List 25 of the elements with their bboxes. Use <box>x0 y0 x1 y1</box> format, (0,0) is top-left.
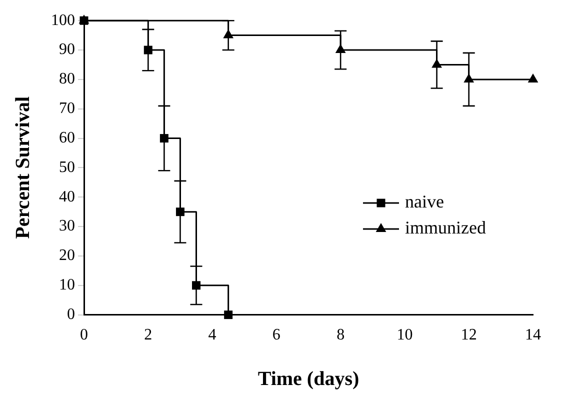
y-tick-label: 100 <box>51 12 75 29</box>
x-axis-title: Time (days) <box>258 368 360 390</box>
point <box>528 73 538 82</box>
y-tick-label: 20 <box>59 247 75 264</box>
x-tick-label: 12 <box>460 326 477 344</box>
y-axis-title: Percent Survival <box>12 96 34 239</box>
y-tick-label: 10 <box>59 276 75 294</box>
y-tick-label: 90 <box>59 41 75 58</box>
y-tick-label: 50 <box>59 158 75 176</box>
x-tick-label: 14 <box>525 326 541 344</box>
x-tick-label: 0 <box>80 326 88 344</box>
x-tick-label: 4 <box>208 326 216 344</box>
y-tick-label: 70 <box>59 100 75 118</box>
x-tick-label: 6 <box>272 326 280 344</box>
y-tick-label: 80 <box>59 70 75 88</box>
x-tick-label: 10 <box>396 326 413 344</box>
point <box>224 310 233 320</box>
legend-label: immunized <box>405 218 486 238</box>
y-tick-label: 60 <box>59 129 75 146</box>
x-tick-label: 8 <box>336 326 345 344</box>
legend-label: naive <box>405 192 444 212</box>
y-tick-label: 0 <box>67 306 75 324</box>
y-tick-label: 30 <box>59 218 75 235</box>
x-tick-label: 2 <box>144 326 152 344</box>
y-tick-label: 40 <box>59 188 75 206</box>
